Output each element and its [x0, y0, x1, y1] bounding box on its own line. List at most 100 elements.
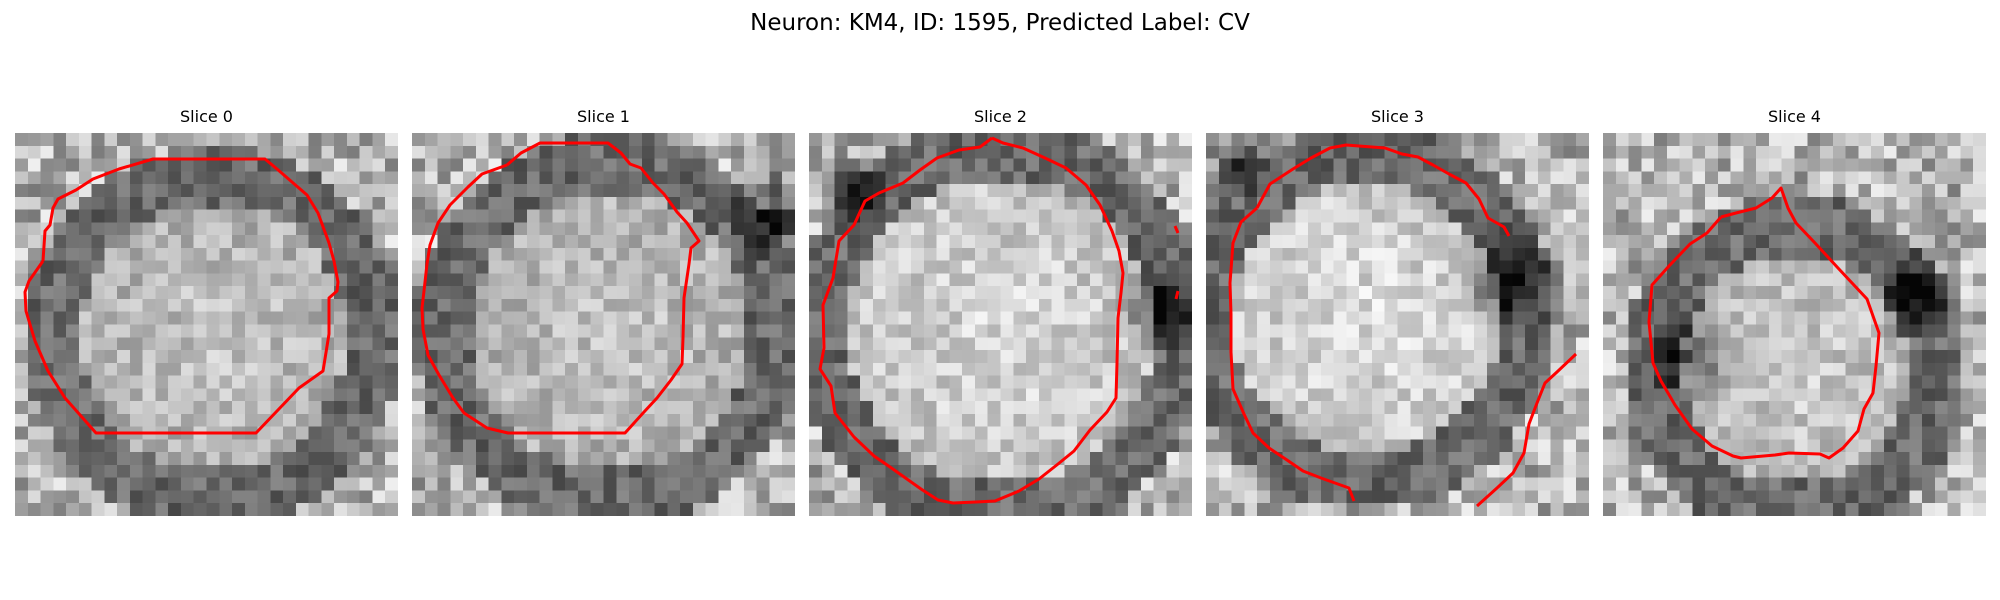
image-pixel: [66, 490, 79, 503]
image-pixel: [1538, 312, 1551, 325]
image-pixel: [1103, 312, 1116, 325]
image-pixel: [117, 337, 130, 350]
image-pixel: [1244, 388, 1257, 401]
image-pixel: [28, 503, 41, 516]
image-pixel: [1935, 350, 1948, 363]
image-pixel: [412, 197, 425, 210]
image-pixel: [283, 261, 296, 274]
image-pixel: [283, 222, 296, 235]
image-pixel: [1321, 235, 1334, 248]
image-pixel: [680, 376, 693, 389]
image-pixel: [296, 478, 309, 491]
image-pixel: [1052, 503, 1065, 516]
image-pixel: [1346, 427, 1359, 440]
image-pixel: [1525, 465, 1538, 478]
image-pixel: [283, 427, 296, 440]
image-pixel: [757, 401, 770, 414]
image-pixel: [1064, 350, 1077, 363]
image-pixel: [591, 350, 604, 363]
image-pixel: [1001, 273, 1014, 286]
image-pixel: [270, 312, 283, 325]
image-pixel: [1846, 503, 1859, 516]
image-pixel: [1756, 261, 1769, 274]
image-pixel: [1629, 401, 1642, 414]
image-pixel: [616, 197, 629, 210]
image-pixel: [1179, 210, 1192, 223]
image-pixel: [1077, 376, 1090, 389]
image-pixel: [924, 350, 937, 363]
image-pixel: [1935, 286, 1948, 299]
image-pixel: [1960, 210, 1973, 223]
image-pixel: [1423, 363, 1436, 376]
image-pixel: [92, 388, 105, 401]
image-pixel: [1039, 171, 1052, 184]
image-pixel: [130, 388, 143, 401]
image-pixel: [1718, 197, 1731, 210]
image-pixel: [1500, 350, 1513, 363]
image-pixel: [1871, 146, 1884, 159]
image-pixel: [1244, 248, 1257, 261]
image-pixel: [1629, 312, 1642, 325]
image-pixel: [412, 222, 425, 235]
image-pixel: [706, 376, 719, 389]
image-pixel: [143, 197, 156, 210]
image-pixel: [527, 171, 540, 184]
image-pixel: [155, 465, 168, 478]
image-pixel: [1487, 197, 1500, 210]
image-pixel: [949, 273, 962, 286]
image-pixel: [822, 439, 835, 452]
image-pixel: [693, 261, 706, 274]
image-pixel: [92, 210, 105, 223]
image-pixel: [1423, 286, 1436, 299]
image-pixel: [1743, 312, 1756, 325]
image-pixel: [1001, 350, 1014, 363]
image-pixel: [1103, 133, 1116, 146]
image-pixel: [1692, 286, 1705, 299]
image-pixel: [1090, 235, 1103, 248]
image-pixel: [1935, 312, 1948, 325]
image-pixel: [1909, 465, 1922, 478]
image-pixel: [283, 350, 296, 363]
image-pixel: [1960, 350, 1973, 363]
image-pixel: [1077, 401, 1090, 414]
image-pixel: [1884, 171, 1897, 184]
image-pixel: [604, 452, 617, 465]
image-pixel: [1436, 210, 1449, 223]
image-pixel: [1858, 184, 1871, 197]
image-pixel: [104, 478, 117, 491]
image-pixel: [232, 337, 245, 350]
image-pixel: [1743, 478, 1756, 491]
image-pixel: [321, 171, 334, 184]
image-pixel: [489, 439, 502, 452]
image-pixel: [28, 159, 41, 172]
image-pixel: [1064, 388, 1077, 401]
image-pixel: [1295, 337, 1308, 350]
image-pixel: [847, 197, 860, 210]
image-pixel: [104, 388, 117, 401]
image-pixel: [1206, 427, 1219, 440]
image-pixel: [578, 248, 591, 261]
image-pixel: [1629, 210, 1642, 223]
image-pixel: [1128, 439, 1141, 452]
image-pixel: [296, 427, 309, 440]
image-pixel: [1667, 184, 1680, 197]
image-pixel: [438, 325, 451, 338]
image-pixel: [706, 325, 719, 338]
image-pixel: [706, 159, 719, 172]
image-pixel: [1449, 465, 1462, 478]
image-pixel: [731, 210, 744, 223]
image-pixel: [911, 427, 924, 440]
image-pixel: [501, 273, 514, 286]
image-pixel: [309, 465, 322, 478]
image-pixel: [1551, 465, 1564, 478]
image-pixel: [1948, 376, 1961, 389]
image-pixel: [501, 337, 514, 350]
image-pixel: [1166, 197, 1179, 210]
image-pixel: [565, 325, 578, 338]
image-pixel: [360, 452, 373, 465]
image-pixel: [1782, 401, 1795, 414]
image-pixel: [655, 299, 668, 312]
image-pixel: [1487, 261, 1500, 274]
image-pixel: [1795, 337, 1808, 350]
image-pixel: [1461, 312, 1474, 325]
